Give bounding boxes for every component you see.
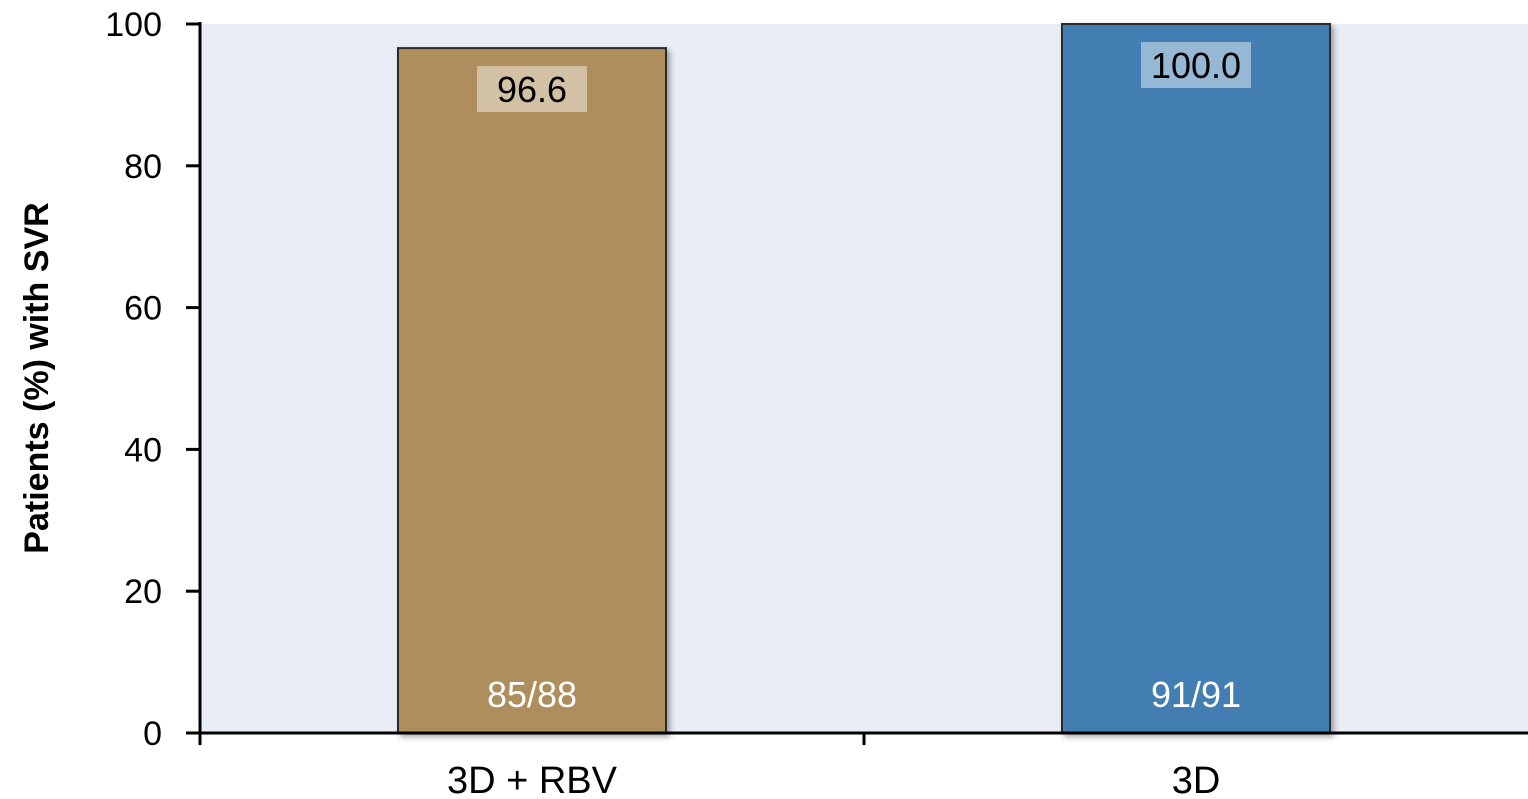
y-tick-label: 0 — [143, 715, 162, 753]
n-label: 91/91 — [1151, 674, 1241, 715]
value-label-box — [477, 66, 587, 113]
value-label: 100.0 — [1151, 45, 1241, 86]
x-tick-label: 3D — [1172, 760, 1221, 799]
y-tick-label: 60 — [124, 290, 162, 328]
bar — [397, 47, 667, 734]
y-tick-label: 100 — [105, 6, 162, 44]
y-tick-label: 40 — [124, 431, 162, 469]
y-tick-label: 80 — [124, 148, 162, 186]
value-label-box — [1141, 42, 1251, 88]
y-tick-label: 20 — [124, 573, 162, 611]
value-label: 96.6 — [497, 69, 567, 110]
y-axis-title: Patients (%) with SVR — [18, 202, 56, 553]
x-tick-label: 3D + RBV — [447, 760, 618, 799]
bar — [1061, 23, 1331, 734]
n-label: 85/88 — [487, 674, 577, 715]
